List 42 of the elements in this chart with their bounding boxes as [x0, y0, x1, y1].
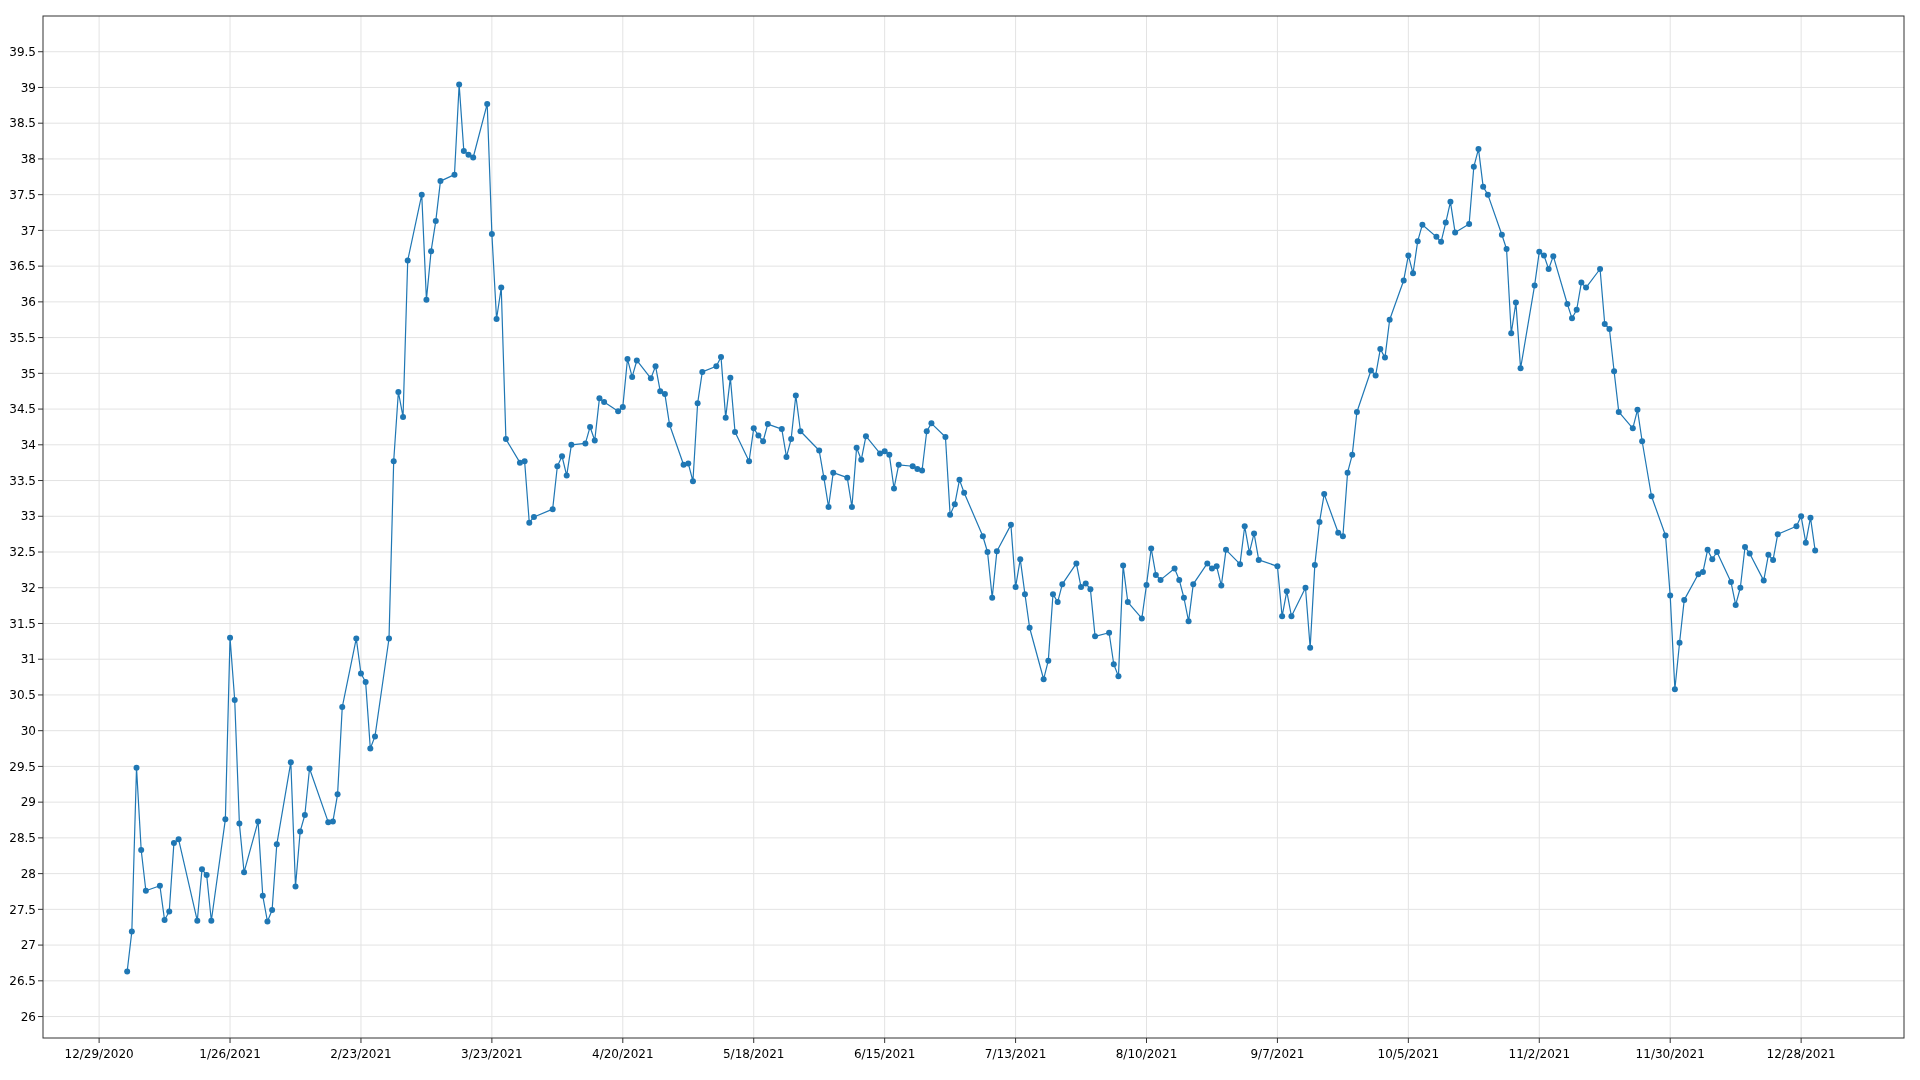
x-tick-label: 10/5/2021	[1377, 1047, 1440, 1061]
y-tick-label: 33	[20, 509, 36, 524]
y-tick-label: 39	[20, 80, 36, 95]
y-tick-label: 33.5	[9, 473, 36, 488]
x-tick-label: 3/23/2021	[461, 1047, 523, 1061]
y-tick-label: 38.5	[9, 116, 36, 131]
x-tick-label: 7/13/2021	[984, 1047, 1047, 1061]
y-tick-label: 37.5	[9, 187, 36, 202]
x-tick-label: 9/7/2021	[1250, 1047, 1305, 1061]
y-tick-label: 32	[20, 580, 36, 595]
x-tick-label: 8/10/2021	[1115, 1047, 1178, 1061]
y-tick-label: 36.5	[9, 259, 36, 274]
x-tick-label: 11/30/2021	[1635, 1047, 1705, 1061]
x-tick-label: 6/15/2021	[853, 1047, 916, 1061]
y-tick-label: 34.5	[9, 402, 36, 417]
y-tick-label: 34	[20, 438, 36, 453]
y-tick-label: 27.5	[9, 902, 36, 917]
x-tick-label: 1/26/2021	[199, 1047, 261, 1061]
y-tick-label: 39.5	[9, 44, 36, 59]
y-tick-label: 28.5	[9, 831, 36, 846]
y-tick-label: 29	[20, 795, 36, 810]
y-tick-label: 36	[20, 295, 36, 310]
y-tick-label: 31.5	[9, 616, 36, 631]
x-tick-label: 11/2/2021	[1508, 1047, 1571, 1061]
y-tick-label: 28	[20, 866, 36, 881]
x-tick-label: 2/23/2021	[330, 1047, 392, 1061]
y-tick-label: 32.5	[9, 545, 36, 560]
y-tick-label: 30	[20, 723, 36, 738]
y-tick-label: 38	[20, 152, 36, 167]
y-tick-label: 31	[20, 652, 36, 667]
y-tick-label: 37	[20, 223, 36, 238]
x-tick-label: 4/20/2021	[592, 1047, 654, 1061]
x-tick-label: 12/29/2020	[64, 1047, 134, 1061]
y-tick-label: 35.5	[9, 330, 36, 345]
y-tick-label: 26.5	[9, 974, 36, 989]
y-tick-label: 30.5	[9, 688, 36, 703]
y-tick-label: 35	[20, 366, 36, 381]
y-tick-label: 29.5	[9, 759, 36, 774]
x-tick-label: 5/18/2021	[722, 1047, 785, 1061]
y-tick-label: 26	[20, 1009, 36, 1024]
y-tick-label: 27	[20, 938, 36, 953]
x-tick-label: 12/28/2021	[1766, 1047, 1836, 1061]
